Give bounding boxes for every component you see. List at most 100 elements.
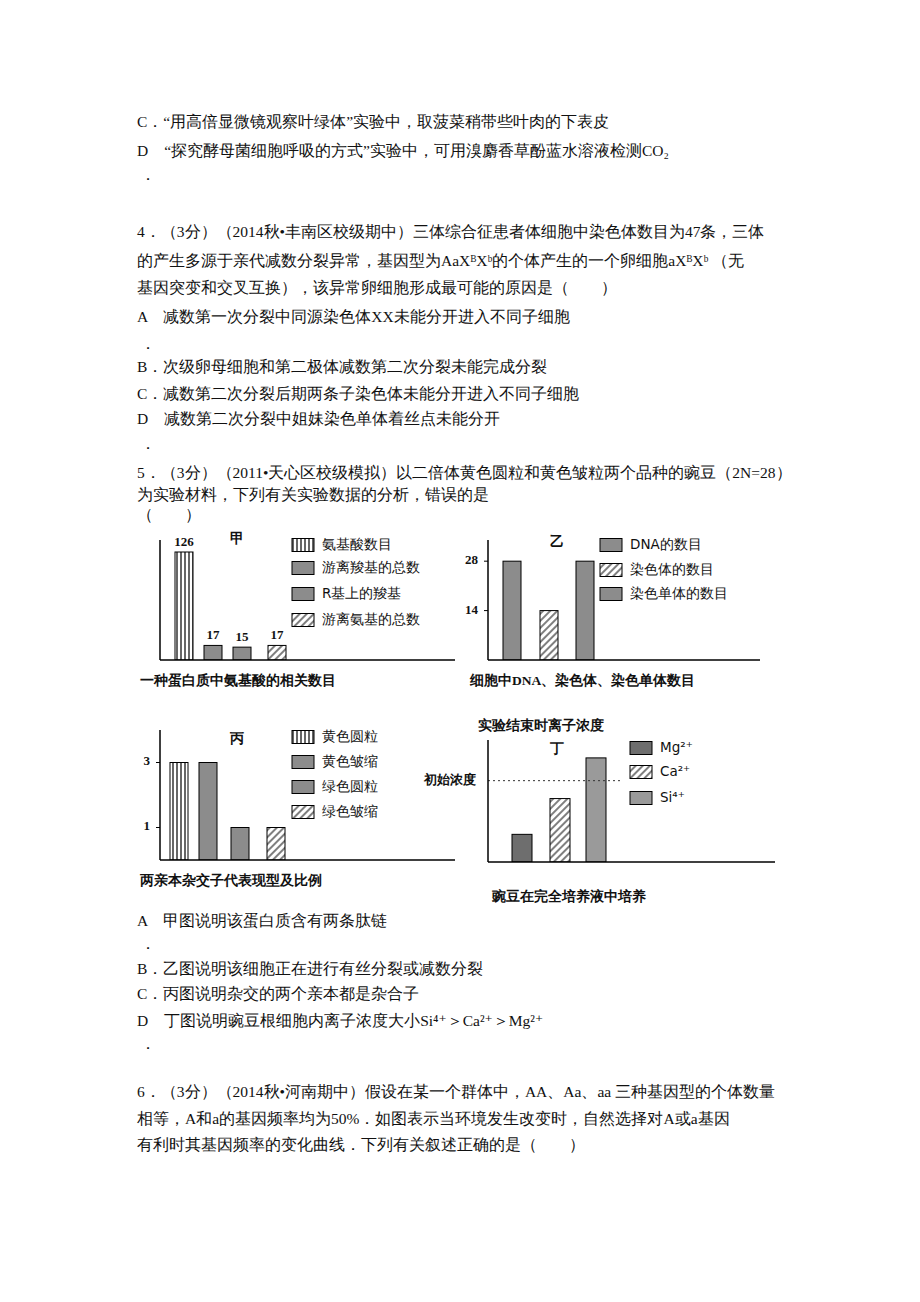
x-axis (488, 659, 760, 661)
tick-label: 28 (465, 552, 479, 567)
legend-label: 游离羧基的总数 (322, 559, 420, 575)
legend-label: 黄色皱缩 (322, 753, 378, 769)
chart-title: 乙 (550, 534, 564, 549)
bar (175, 552, 193, 660)
text-line: ． (140, 166, 156, 183)
x-axis (488, 861, 775, 863)
bar (268, 645, 286, 660)
legend-label: 染色体的数目 (630, 561, 714, 577)
text-line: A 减数第一次分裂中同源染色体XX未能分开进入不同子细胞 (137, 308, 570, 325)
legend-swatch (630, 792, 652, 805)
text-line: 相等，A和a的基因频率均为50%．如图表示当环境发生改变时，自然选择对A或a基因 (137, 1110, 730, 1127)
legend-swatch (630, 766, 652, 779)
bar (199, 763, 217, 861)
bar (231, 828, 249, 861)
text-line: B．次级卵母细胞和第二极体减数第二次分裂未能完成分裂 (137, 358, 547, 375)
text-line: ． (140, 1035, 156, 1052)
x-label: 豌豆在完全培养液中培养 (491, 888, 646, 904)
legend-label: 氨基酸数目 (322, 536, 392, 552)
legend-swatch (292, 756, 314, 769)
bars (488, 758, 620, 862)
tick (484, 610, 488, 611)
legend-swatch (630, 742, 652, 755)
legend-swatch (600, 564, 622, 577)
text-line: 有利时其基因频率的变化曲线．下列有关叙述正确的是（ ） (137, 1136, 585, 1153)
bar (204, 645, 222, 660)
x-axis (160, 659, 455, 661)
text-line: A 甲图说明该蛋白质含有两条肽链 (137, 912, 387, 929)
y-axis (487, 740, 489, 862)
legend-label: 游离氨基的总数 (322, 611, 420, 627)
legend-swatch (292, 588, 314, 601)
text-line: B．乙图说明该细胞正在进行有丝分裂或减数分裂 (137, 960, 483, 977)
data-label: 17 (271, 627, 285, 642)
legend-label: 黄色圆粒 (322, 728, 378, 744)
legend-label: R基上的羧基 (322, 585, 401, 601)
legend-label: Mg²⁺ (660, 739, 693, 755)
x-axis (160, 859, 455, 861)
x-label: 两亲本杂交子代表现型及比例 (139, 872, 322, 888)
legend-label: 绿色圆粒 (322, 778, 378, 794)
tick-label: 1 (144, 818, 151, 833)
text-line: D 减数第二次分裂中姐妹染色单体着丝点未能分开 (137, 410, 500, 427)
y-label: 实验结束时离子浓度 (478, 717, 604, 733)
bar (233, 647, 251, 660)
legend-label: Ca²⁺ (660, 763, 690, 779)
x-label: 一种蛋白质中氨基酸的相关数目 (140, 672, 336, 688)
chart: 13丙两亲本杂交子代表现型及比例黄色圆粒黄色皱缩绿色圆粒绿色皱缩 (139, 728, 455, 888)
legend-swatch (600, 588, 622, 601)
legend-label: DNA的数目 (630, 536, 702, 552)
text-line: C．减数第二次分裂后期两条子染色体未能分开进入不同子细胞 (137, 385, 579, 402)
legend-swatch (292, 614, 314, 627)
legend-label: 染色单体的数目 (630, 585, 728, 601)
chart: 14 28 乙细胞中DNA、染色体、染色单体数目 DNA的数目染色体的数目染色单体的数… (465, 534, 760, 688)
text-line: ． (140, 335, 156, 352)
text-line: C．丙图说明杂交的两个亲本都是杂合子 (137, 985, 419, 1002)
text-line: （ ） (137, 506, 201, 523)
bar (170, 763, 188, 861)
text-line: 的产生多源于亲代减数分裂异常，基因型为AaXᴮXᵇ的个体产生的一个卵细胞aXᴮX… (137, 252, 744, 269)
legend-swatch (292, 539, 314, 552)
reference-label: 初始浓度 (423, 772, 476, 787)
y-axis (487, 540, 489, 660)
y-axis (159, 730, 161, 860)
chart-title: 丙 (229, 731, 244, 746)
bar (512, 834, 532, 862)
bars (175, 552, 286, 660)
text-line: 4．（3分）（2014秋•丰南区校级期中）三体综合征患者体细胞中染色体数目为47… (137, 223, 764, 240)
text-line: C．“用高倍显微镜观察叶绿体”实验中，取菠菜稍带些叶肉的下表皮 (137, 113, 609, 130)
bar (550, 799, 570, 862)
tick-label: 14 (465, 602, 479, 617)
legend-swatch (292, 806, 314, 819)
bars (503, 561, 594, 660)
text-line: 6．（3分）（2014秋•河南期中）假设在某一个群体中，AA、Aa、aa 三种基… (137, 1083, 775, 1100)
tick (484, 561, 488, 562)
tick (156, 762, 160, 763)
page: C．“用高倍显微镜观察叶绿体”实验中，取菠菜稍带些叶肉的下表皮 D “探究酵母菌细… (0, 0, 920, 1302)
bars (170, 763, 285, 861)
y-axis (159, 540, 161, 660)
chart: 初始浓度 丁 实验结束时离子浓度豌豆在完全培养液中培养 Mg²⁺ Ca²⁺ Si⁴⁺ (423, 717, 775, 904)
text-line: D 丁图说明豌豆根细胞内离子浓度大小Si⁴⁺＞Ca²⁺＞Mg²⁺ (137, 1012, 543, 1029)
bar (540, 611, 558, 660)
chart-title: 甲 (230, 531, 244, 546)
text-line: 基因突变和交叉互换），该异常卵细胞形成最可能的原因是（ ） (137, 279, 617, 296)
chart-title: 丁 (549, 741, 564, 756)
legend-label: Si⁴⁺ (660, 789, 685, 805)
bar (576, 561, 594, 660)
text-line: ． (140, 935, 156, 952)
text-line: 5．（3分）（2011•天心区校级模拟）以二倍体黄色圆粒和黄色皱粒两个品种的豌豆… (137, 464, 792, 481)
data-label: 15 (236, 629, 250, 644)
legend-label: 绿色皱缩 (322, 803, 378, 819)
legend-swatch (600, 539, 622, 552)
bar (503, 561, 521, 660)
background (0, 0, 920, 1302)
text-line: ． (140, 435, 156, 452)
x-label: 细胞中DNA、染色体、染色单体数目 (469, 672, 695, 688)
legend-swatch (292, 781, 314, 794)
text-line: D “探究酵母菌细胞呼吸的方式”实验中，可用溴麝香草酚蓝水溶液检测CO₂ (137, 142, 669, 159)
bar (267, 828, 285, 861)
legend-swatch (292, 562, 314, 575)
data-label: 17 (207, 627, 221, 642)
bar (586, 758, 606, 862)
